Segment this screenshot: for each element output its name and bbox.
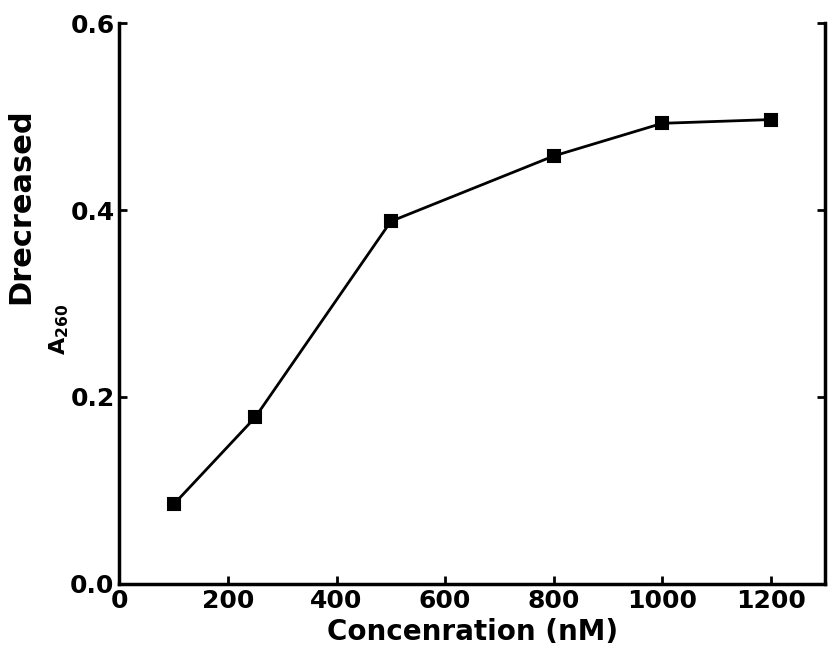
Text: Drecreased: Drecreased [6,108,35,304]
X-axis label: Concenration (nM): Concenration (nM) [326,618,618,646]
Text: $\mathregular{A_{260}}$: $\mathregular{A_{260}}$ [48,304,71,354]
